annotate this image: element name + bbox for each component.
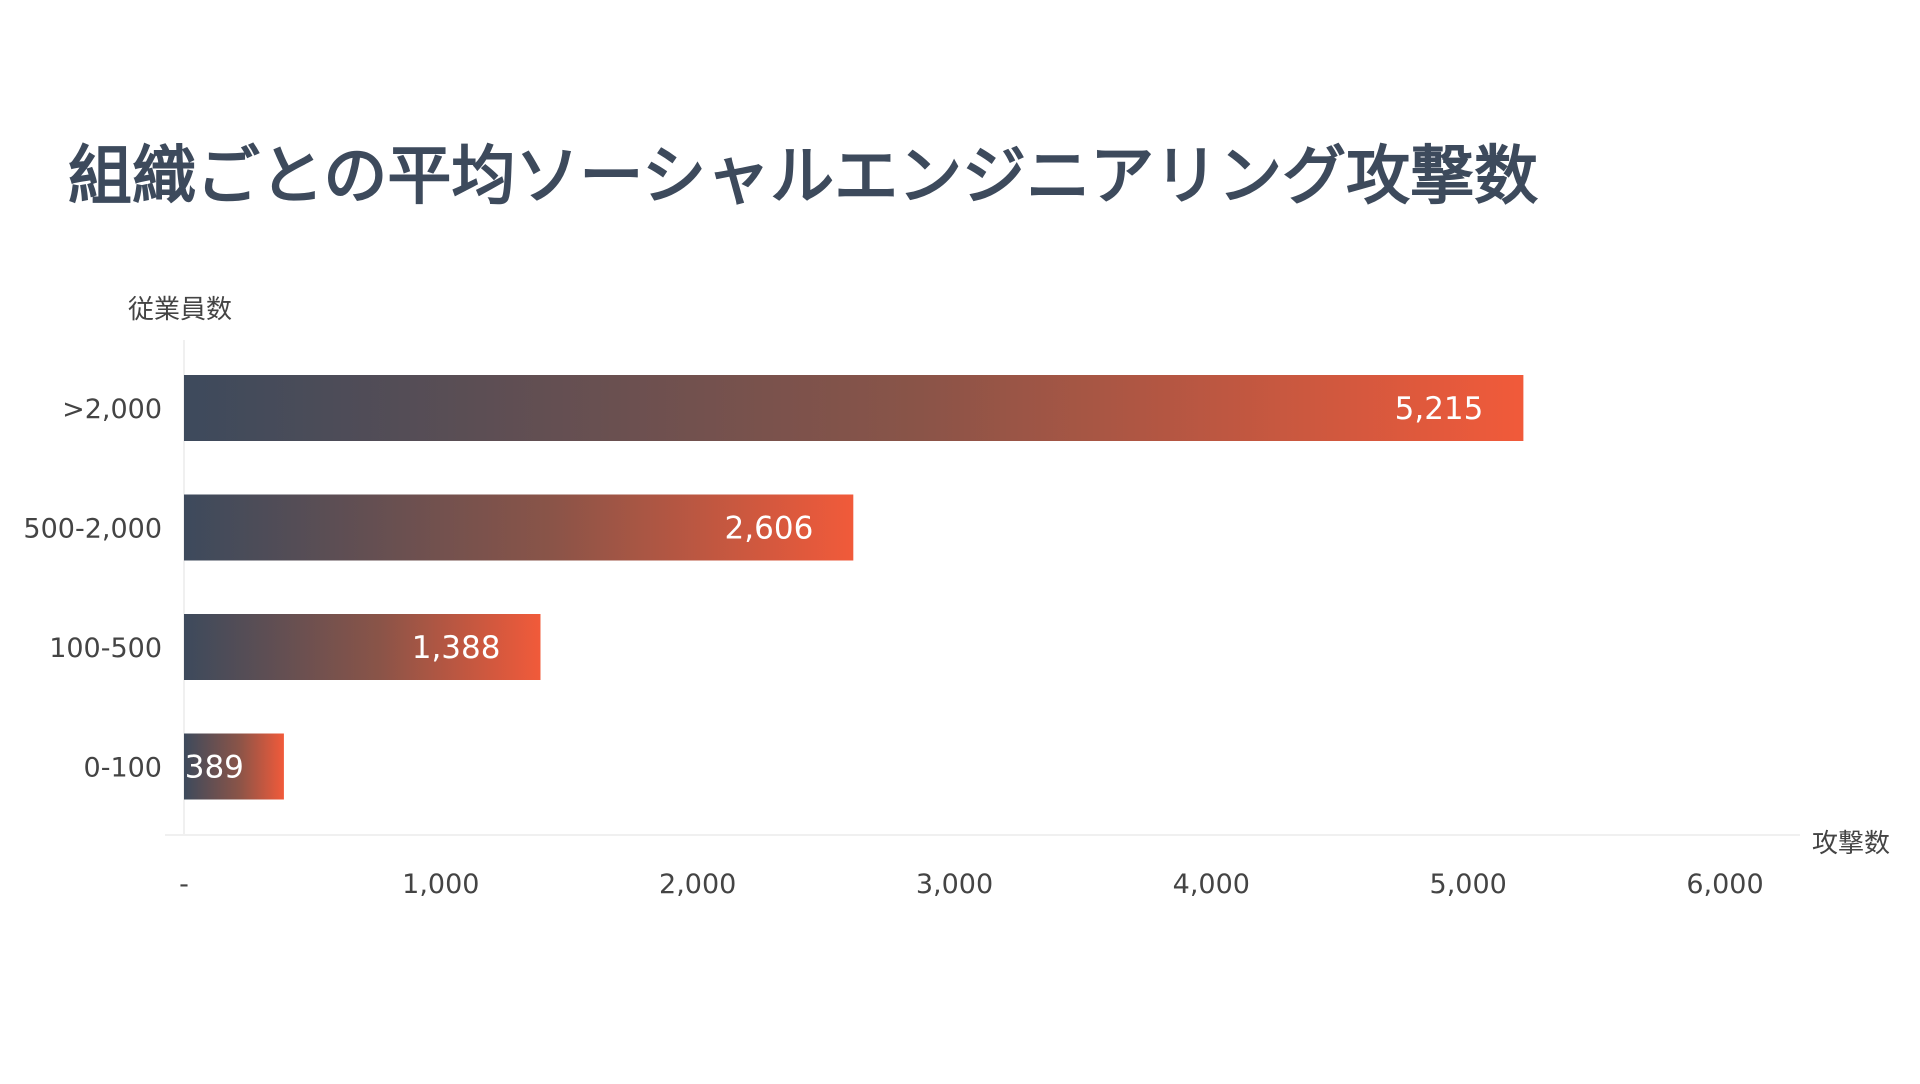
value-label-1: 2,606: [725, 511, 814, 547]
value-label-2: 1,388: [412, 630, 501, 666]
category-label-2: 100-500: [49, 633, 162, 664]
x-tick-label-0: -: [179, 869, 189, 900]
category-label-1: 500-2,000: [23, 514, 162, 545]
x-tick-label-6: 6,000: [1686, 869, 1763, 900]
x-axis-label: 攻撃数: [1812, 829, 1890, 859]
value-label-0: 5,215: [1395, 391, 1484, 427]
x-tick-label-5: 5,000: [1430, 869, 1507, 900]
bar-0: [184, 375, 1524, 441]
category-label-0: >2,000: [62, 394, 162, 425]
y-axis-label: 従業員数: [128, 295, 232, 325]
bar-1: [184, 494, 854, 561]
value-label-3: 389: [185, 750, 244, 786]
bars-group: >2,000 5,215 500-2,000 2,606 100-500 1,388 0-1…: [23, 375, 1524, 800]
chart-title: 組織ごとの平均ソーシャルエンジニアリング攻撃数: [68, 140, 1538, 214]
bar-3: [184, 733, 284, 800]
x-tick-label-4: 4,000: [1173, 869, 1250, 900]
x-ticks-group: - 1,000 2,000 3,000 4,000 5,000 6,000: [179, 869, 1764, 900]
category-label-3: 0-100: [84, 753, 162, 784]
x-tick-label-2: 2,000: [659, 869, 736, 900]
bar-2: [184, 614, 541, 680]
x-tick-label-1: 1,000: [402, 869, 479, 900]
x-tick-label-3: 3,000: [916, 869, 993, 900]
